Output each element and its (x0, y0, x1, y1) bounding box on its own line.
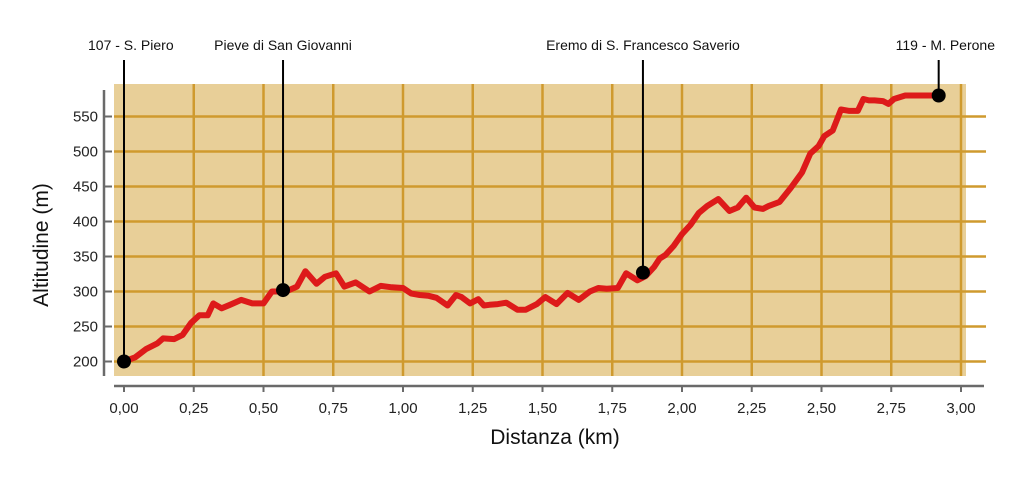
x-tick-label: 0,75 (319, 400, 348, 417)
y-tick-label: 450 (73, 179, 98, 196)
y-tick-label: 500 (73, 144, 98, 161)
annotation-label: 119 - M. Perone (896, 37, 996, 53)
annotation-label: Pieve di San Giovanni (214, 37, 352, 53)
x-tick-label: 0,00 (109, 400, 138, 417)
x-tick-label: 0,50 (249, 400, 278, 417)
series-layer (121, 92, 942, 365)
annotation-labels: 107 - S. Piero Pieve di San Giovanni Eremo… (88, 37, 995, 53)
y-axis-title: Altitudine (m) (30, 183, 53, 307)
x-tick-label: 0,25 (179, 400, 208, 417)
waypoint-marker (276, 283, 291, 298)
waypoint-marker (931, 88, 946, 103)
y-tick-label: 350 (73, 249, 98, 266)
y-tick-label: 300 (73, 284, 98, 301)
x-tick-label: 2,25 (737, 400, 766, 417)
x-tick-label: 1,00 (388, 400, 417, 417)
x-tick-label: 1,50 (528, 400, 557, 417)
x-tick-label: 2,00 (667, 400, 696, 417)
x-tick-label: 3,00 (946, 400, 975, 417)
axes (102, 90, 984, 388)
markers-layer (117, 88, 946, 369)
altitude-line (121, 92, 942, 365)
y-tick-label: 550 (73, 109, 98, 126)
y-axis-ticks: 200 250 300 350 400 450 500 550 (73, 109, 112, 371)
y-tick-label: 200 (73, 354, 98, 371)
y-tick-label: 400 (73, 214, 98, 231)
waypoint-marker (117, 354, 131, 369)
y-tick-label: 250 (73, 319, 98, 336)
plot-background (114, 84, 966, 376)
x-tick-label: 2,75 (877, 400, 906, 417)
waypoint-marker (635, 265, 650, 280)
x-tick-label: 1,25 (458, 400, 487, 417)
annotation-label: Eremo di S. Francesco Saverio (546, 37, 740, 53)
x-tick-label: 2,50 (807, 400, 836, 417)
x-axis-title: Distanza (km) (490, 426, 620, 449)
x-tick-label: 1,75 (598, 400, 627, 417)
x-axis-ticks: 0,00 0,25 0,50 0,75 1,00 1,25 1,50 1,75 2,00 2,25… (109, 386, 976, 417)
annotation-label: 107 - S. Piero (88, 37, 174, 53)
grid-lines (114, 84, 986, 376)
